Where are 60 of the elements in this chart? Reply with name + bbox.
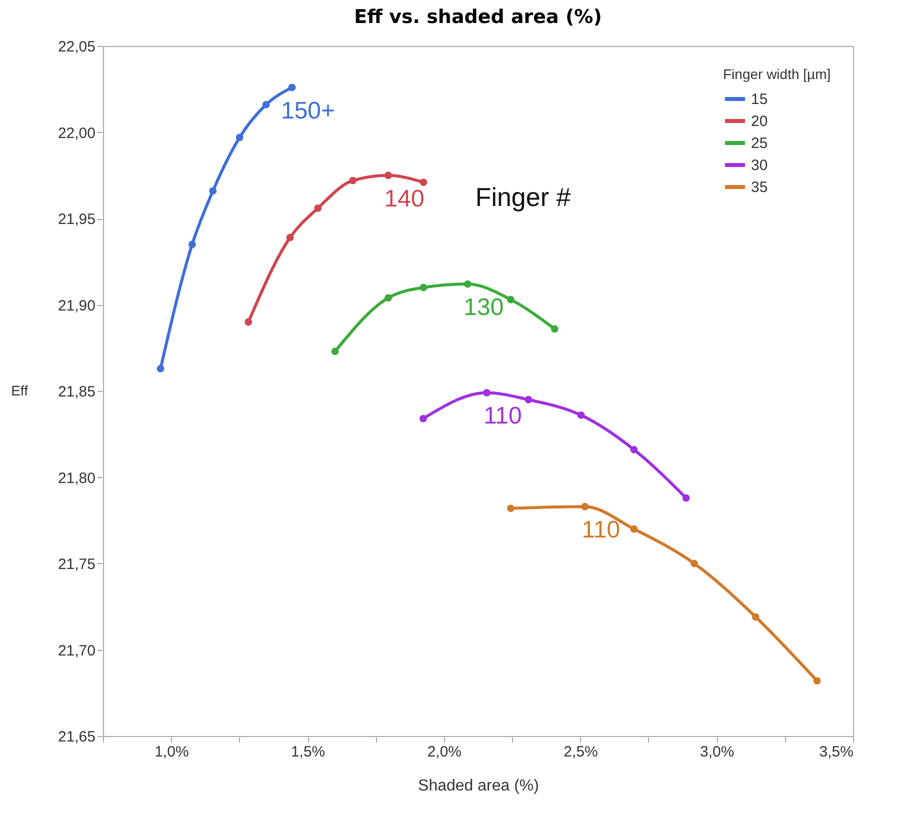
annotation: 150+ xyxy=(280,97,336,124)
annotation: 110 xyxy=(484,402,522,430)
point xyxy=(550,325,558,333)
point xyxy=(209,187,217,195)
point xyxy=(384,294,392,302)
legend-label: 30 xyxy=(751,157,768,174)
point xyxy=(188,240,196,248)
point xyxy=(349,176,357,184)
point xyxy=(524,396,532,404)
point xyxy=(156,364,164,372)
x-tick-label: 2,5% xyxy=(564,744,598,760)
point xyxy=(577,411,585,419)
x-axis-title: Shaded area (%) xyxy=(418,778,539,794)
y-tick-label: 21,65 xyxy=(58,728,96,746)
point xyxy=(244,318,252,326)
y-tick-label: 21,70 xyxy=(58,642,96,660)
legend-title: Finger width [µm] xyxy=(723,66,831,82)
y-axis-title: Eff xyxy=(11,382,28,398)
point xyxy=(690,560,698,568)
x-tick-label: 2,0% xyxy=(427,744,462,760)
point xyxy=(507,504,514,512)
point xyxy=(507,296,514,304)
point xyxy=(682,494,690,502)
point xyxy=(384,172,392,180)
y-tick-label: 21,85 xyxy=(58,384,96,400)
legend-label: 15 xyxy=(751,91,768,108)
point xyxy=(752,613,760,621)
y-tick-label: 21,90 xyxy=(58,297,96,314)
legend-label: 25 xyxy=(751,135,768,152)
point xyxy=(483,389,490,396)
point xyxy=(464,280,472,288)
x-tick-label: 1,5% xyxy=(290,744,326,760)
annotation: Finger # xyxy=(475,182,572,212)
y-tick-label: 22,00 xyxy=(58,124,96,142)
point xyxy=(262,100,270,108)
point xyxy=(314,204,322,212)
x-tick-label: 1,0% xyxy=(154,744,189,760)
point xyxy=(286,234,294,242)
y-tick-label: 22,05 xyxy=(58,38,96,56)
y-tick-label: 21,75 xyxy=(58,556,96,573)
point xyxy=(236,134,244,142)
annotation: 130 xyxy=(464,294,504,322)
point xyxy=(419,414,427,422)
point xyxy=(288,84,296,92)
point xyxy=(420,178,428,186)
point xyxy=(630,525,638,533)
legend-label: 20 xyxy=(751,113,768,130)
y-tick-label: 21,95 xyxy=(58,211,96,228)
point xyxy=(420,284,428,292)
point xyxy=(581,502,589,510)
point xyxy=(331,348,339,356)
y-tick-label: 21,80 xyxy=(58,470,96,487)
annotation: 140 xyxy=(384,185,424,212)
point xyxy=(813,677,821,684)
legend-label: 35 xyxy=(751,179,768,196)
x-tick-label: 3,5% xyxy=(819,744,854,760)
annotation: 110 xyxy=(582,516,620,544)
chart-title: Eff vs. shaded area (%) xyxy=(354,6,602,28)
x-tick-label: 3,0% xyxy=(700,744,734,760)
point xyxy=(630,446,638,454)
